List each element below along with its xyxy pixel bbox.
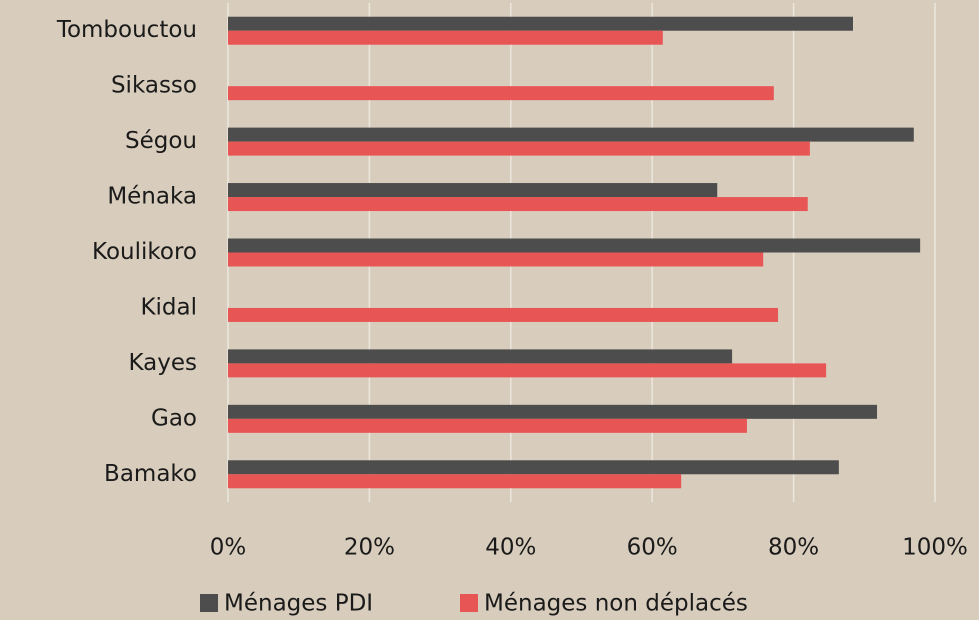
- legend-label: Ménages PDI: [224, 591, 373, 617]
- bar: [228, 474, 682, 489]
- y-tick-label: Sikasso: [111, 73, 197, 99]
- x-tick-label: 100%: [902, 535, 968, 561]
- bar: [228, 238, 921, 253]
- bar: [228, 460, 839, 475]
- bar: [228, 418, 747, 433]
- bar: [228, 252, 764, 267]
- x-tick-label: 80%: [768, 535, 819, 561]
- bar: [228, 86, 774, 101]
- y-tick-label: Ségou: [125, 128, 197, 154]
- bar: [228, 127, 914, 142]
- y-tick-label: Kayes: [128, 350, 197, 376]
- bar: [228, 349, 733, 364]
- bar: [228, 363, 827, 378]
- y-tick-label: Koulikoro: [92, 239, 197, 265]
- y-tick-label: Bamako: [104, 461, 197, 487]
- legend-swatch: [200, 594, 218, 612]
- y-tick-label: Tombouctou: [56, 17, 197, 43]
- bar: [228, 30, 663, 45]
- legend-label: Ménages non déplacés: [484, 591, 748, 617]
- x-tick-label: 20%: [344, 535, 395, 561]
- x-tick-label: 60%: [627, 535, 678, 561]
- y-tick-label: Kidal: [140, 294, 197, 320]
- bar: [228, 183, 718, 198]
- bar: [228, 197, 808, 212]
- x-tick-label: 40%: [485, 535, 536, 561]
- y-tick-label: Ménaka: [107, 184, 197, 210]
- y-tick-label: Gao: [151, 405, 197, 431]
- bar: [228, 404, 878, 419]
- x-tick-label: 0%: [210, 535, 247, 561]
- legend-swatch: [460, 594, 478, 612]
- bar: [228, 16, 853, 31]
- bar: [228, 141, 810, 156]
- bar: [228, 307, 779, 322]
